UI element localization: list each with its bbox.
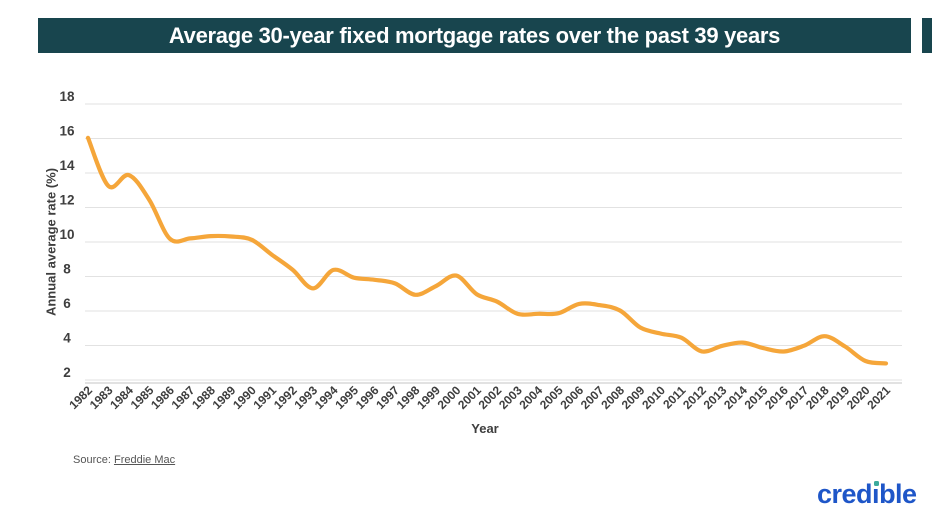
x-tick-label: 1992 — [271, 383, 300, 412]
x-tick-label: 2002 — [476, 383, 505, 412]
x-tick-label: 1993 — [291, 383, 320, 412]
y-axis-title: Annual average rate (%) — [43, 167, 59, 317]
x-tick-label: 2013 — [701, 383, 730, 412]
source-label: Source: — [73, 454, 114, 466]
header-bar-fragment — [922, 18, 932, 53]
logo-text-pre: cred — [817, 479, 873, 509]
y-tick-label: 10 — [59, 227, 74, 242]
x-tick-label: 1999 — [414, 383, 443, 412]
x-tick-label: 2008 — [598, 383, 627, 412]
x-tick-label: 1995 — [332, 383, 361, 412]
y-tick-label: 2 — [63, 365, 71, 380]
logo-text-post: ble — [879, 479, 917, 509]
x-tick-label: 1982 — [66, 383, 95, 412]
logo-i-dot: ı — [872, 479, 880, 509]
y-tick-label: 14 — [59, 158, 75, 173]
x-tick-label: 2011 — [660, 383, 689, 412]
x-tick-label: 1991 — [250, 383, 279, 412]
y-tick-label: 4 — [63, 331, 71, 346]
x-tick-label: 2007 — [578, 383, 607, 412]
x-tick-label: 1987 — [169, 383, 198, 412]
x-tick-label: 2004 — [516, 383, 545, 412]
x-tick-label: 1998 — [394, 383, 423, 412]
x-tick-label: 1984 — [107, 383, 136, 412]
x-tick-label: 2018 — [803, 383, 832, 412]
x-tick-label: 1990 — [230, 383, 259, 412]
x-tick-label: 1989 — [210, 383, 239, 412]
page-title: Average 30-year fixed mortgage rates ove… — [168, 22, 781, 48]
source-link-freddie-mac[interactable]: Freddie Mac — [113, 454, 176, 466]
x-tick-label: 2019 — [823, 383, 852, 412]
x-tick-label: 2009 — [619, 383, 648, 412]
x-tick-label: 2000 — [435, 383, 464, 412]
x-tick-label: 2020 — [844, 383, 873, 412]
x-tick-label: 2015 — [742, 383, 771, 412]
source-attribution: Source: Freddie Mac — [73, 454, 175, 466]
x-tick-label: 2005 — [537, 383, 566, 412]
rate-line-series — [85, 135, 889, 366]
x-axis-title: Year — [471, 421, 499, 436]
y-tick-label: 16 — [59, 124, 75, 139]
x-tick-label: 1994 — [312, 383, 341, 412]
x-tick-label: 1986 — [148, 383, 177, 412]
header-bar: Average 30-year fixed mortgage rates ove… — [38, 18, 911, 53]
x-tick-label: 2010 — [639, 383, 668, 412]
x-tick-label: 2006 — [557, 383, 586, 412]
y-tick-label: 12 — [59, 193, 74, 208]
x-tick-label: 1988 — [189, 383, 218, 412]
x-tick-label: 1996 — [353, 383, 382, 412]
x-tick-label: 1985 — [128, 383, 157, 412]
x-tick-label: 2016 — [762, 383, 791, 412]
y-tick-label: 8 — [63, 262, 71, 277]
credible-logo[interactable]: credıble — [817, 479, 917, 510]
x-tick-label: 2017 — [782, 383, 811, 412]
x-tick-label: 2003 — [496, 383, 525, 412]
y-tick-label: 6 — [63, 296, 71, 311]
x-tick-label: 2021 — [864, 383, 893, 412]
x-tick-label: 1997 — [373, 383, 402, 412]
y-tick-label: 18 — [59, 89, 75, 104]
x-tick-label: 1983 — [87, 383, 116, 412]
x-tick-label: 2001 — [455, 383, 484, 412]
x-tick-label: 2014 — [721, 383, 750, 412]
x-tick-label: 2012 — [680, 383, 709, 412]
